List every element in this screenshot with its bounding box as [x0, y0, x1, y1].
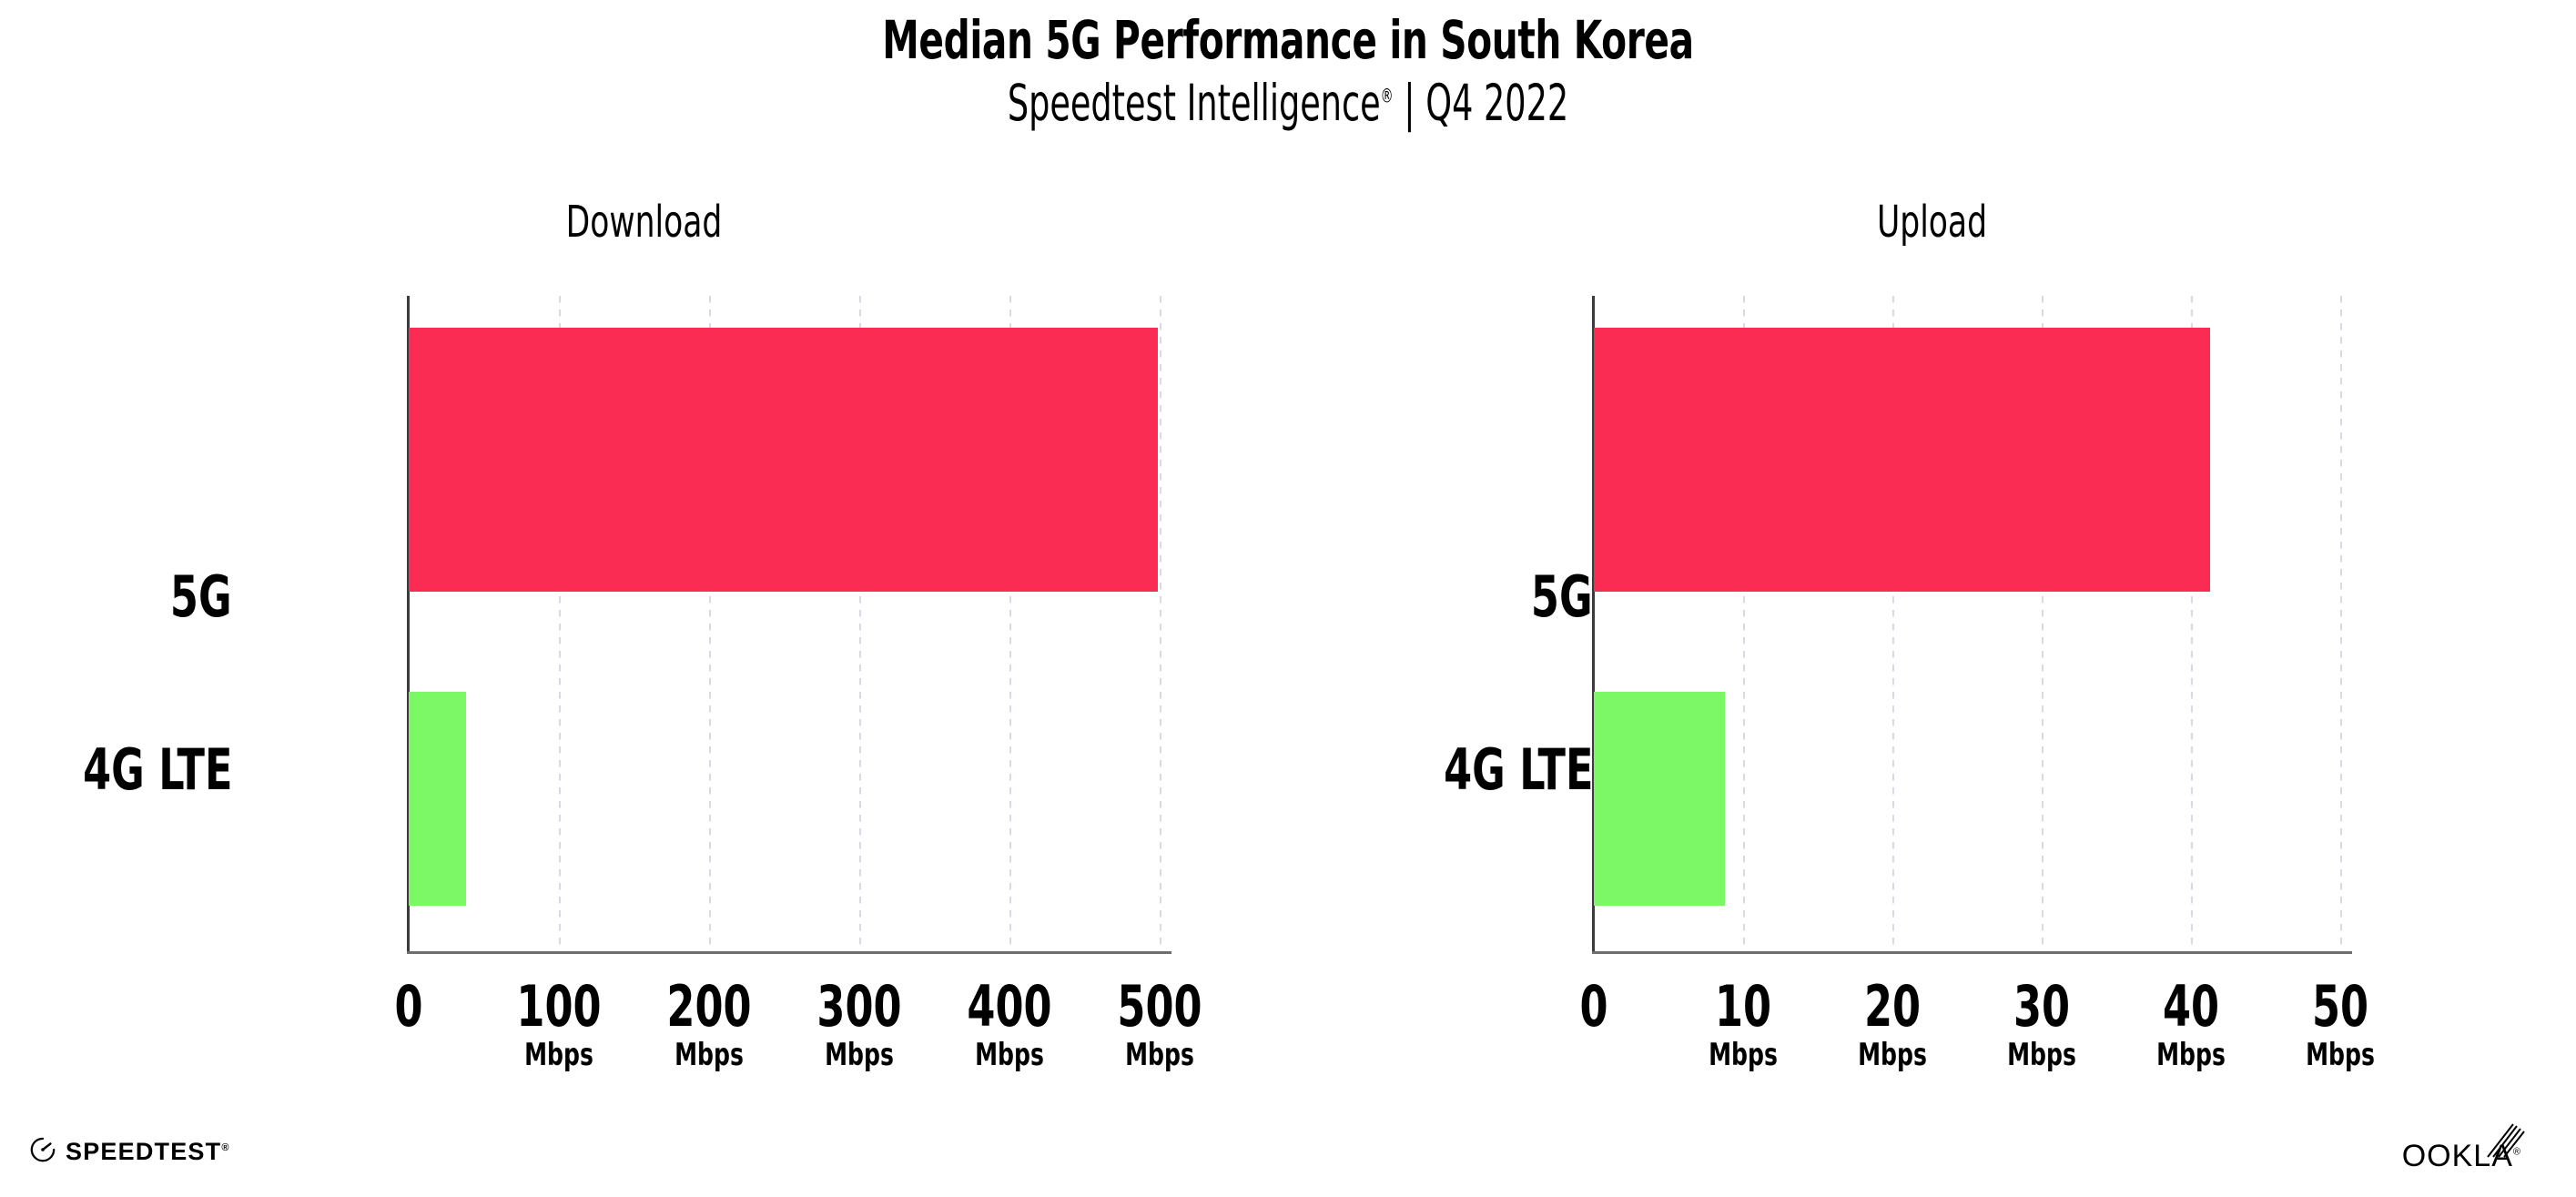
x-tick: 20 Mbps — [1801, 979, 1983, 1077]
ookla-wordmark: OOKLA® — [2402, 1123, 2525, 1172]
page-title: Median 5G Performance in South Korea — [882, 9, 1694, 71]
x-tick-labels-download: 0 100 Mbps 200 Mbps 300 Mbps 400 Mbps 500 Mbps — [0, 979, 1288, 1088]
ookla-rays-icon — [2486, 1122, 2528, 1159]
speedtest-wordmark: SPEEDTEST® — [66, 1138, 230, 1165]
x-tick-unit: Mbps — [2007, 1037, 2076, 1073]
category-label-4glte-upload: 4G LTE — [1443, 736, 1593, 803]
gridline — [1743, 296, 1745, 951]
page-subtitle: Speedtest Intelligence® | Q4 2022 — [335, 72, 2241, 135]
y-axis-download — [407, 296, 410, 951]
x-tick: 50 Mbps — [2249, 979, 2431, 1077]
gridline — [709, 296, 711, 951]
x-tick-unit: Mbps — [674, 1037, 744, 1073]
registered-mark-icon: ® — [1380, 85, 1394, 107]
bar-4glte-upload — [1594, 692, 1726, 906]
x-tick-unit: Mbps — [1709, 1037, 1778, 1073]
x-tick: 500 Mbps — [1069, 979, 1251, 1077]
ookla-registered-icon: ® — [2512, 1146, 2521, 1158]
gridline — [2042, 296, 2044, 951]
chart-header: Median 5G Performance in South Korea Spe… — [0, 0, 2576, 135]
x-tick: 0 — [318, 979, 500, 1035]
x-tick: 200 Mbps — [618, 979, 800, 1077]
x-tick-value: 200 — [666, 973, 752, 1040]
x-axis-upload — [1592, 951, 2352, 954]
x-tick: 40 Mbps — [2100, 979, 2282, 1077]
speedtest-logo: SPEEDTEST® — [29, 1136, 230, 1168]
x-tick-value: 300 — [816, 973, 902, 1040]
x-tick-value: 100 — [516, 973, 602, 1040]
bar-5g-upload — [1594, 328, 2211, 592]
category-label-5g-upload: 5G — [1531, 563, 1593, 630]
ookla-logo: OOKLA® — [2402, 1123, 2525, 1172]
x-tick: 30 Mbps — [1951, 979, 2133, 1077]
x-tick-value: 0 — [394, 973, 423, 1040]
x-tick-value: 0 — [1579, 973, 1608, 1040]
x-tick-value: 50 — [2311, 973, 2369, 1040]
gridline — [559, 296, 561, 951]
gridline — [2340, 296, 2342, 951]
plot-area-upload — [1592, 296, 2352, 954]
gridline — [2191, 296, 2193, 951]
chart-title-upload: Upload — [1876, 197, 1988, 248]
bar-5g-download — [409, 328, 1159, 592]
charts-container: Download 5G 4G LTE 0 100 Mbps 200 Mbps 300 Mbp… — [0, 200, 2576, 1074]
subtitle-source: Speedtest Intelligence — [1007, 73, 1381, 132]
x-tick-value: 400 — [967, 973, 1052, 1040]
category-label-4glte-download: 4G LTE — [82, 736, 232, 803]
subtitle-period: | Q4 2022 — [1393, 73, 1569, 132]
chart-panel-upload: Upload 5G 4G LTE 0 10 Mbps 20 Mbps 30 Mbps 40 Mb… — [1288, 200, 2576, 1074]
footer: SPEEDTEST® OOKLA® — [0, 1097, 2576, 1197]
chart-title-download: Download — [565, 197, 723, 248]
x-tick-value: 40 — [2162, 973, 2220, 1040]
x-tick: 300 Mbps — [768, 979, 950, 1077]
gridline — [1009, 296, 1011, 951]
chart-panel-download: Download 5G 4G LTE 0 100 Mbps 200 Mbps 300 Mbp… — [0, 200, 1288, 1074]
x-tick-unit: Mbps — [524, 1037, 593, 1073]
x-tick-unit: Mbps — [825, 1037, 894, 1073]
bar-4glte-download — [409, 692, 466, 906]
x-tick-value: 500 — [1117, 973, 1202, 1040]
x-tick: 400 Mbps — [918, 979, 1100, 1077]
gridline — [1892, 296, 1894, 951]
plot-area-download — [407, 296, 1171, 954]
gridline — [1160, 296, 1161, 951]
x-tick: 100 Mbps — [468, 979, 650, 1077]
x-tick: 10 Mbps — [1652, 979, 1834, 1077]
x-tick-unit: Mbps — [2156, 1037, 2226, 1073]
x-tick-labels-upload: 0 10 Mbps 20 Mbps 30 Mbps 40 Mbps 50 Mbps — [1288, 979, 2576, 1088]
x-axis-download — [407, 951, 1171, 954]
y-axis-upload — [1592, 296, 1595, 951]
x-tick-value: 10 — [1714, 973, 1772, 1040]
x-tick: 0 — [1503, 979, 1685, 1035]
x-tick-unit: Mbps — [1858, 1037, 1927, 1073]
x-tick-value: 20 — [1863, 973, 1922, 1040]
x-tick-unit: Mbps — [1125, 1037, 1194, 1073]
x-tick-unit: Mbps — [2306, 1037, 2375, 1073]
x-tick-unit: Mbps — [975, 1037, 1044, 1073]
x-tick-value: 30 — [2013, 973, 2071, 1040]
speedtest-registered-icon: ® — [221, 1142, 230, 1153]
speedometer-icon — [29, 1136, 56, 1168]
category-label-5g-download: 5G — [170, 563, 232, 630]
gridline — [859, 296, 861, 951]
